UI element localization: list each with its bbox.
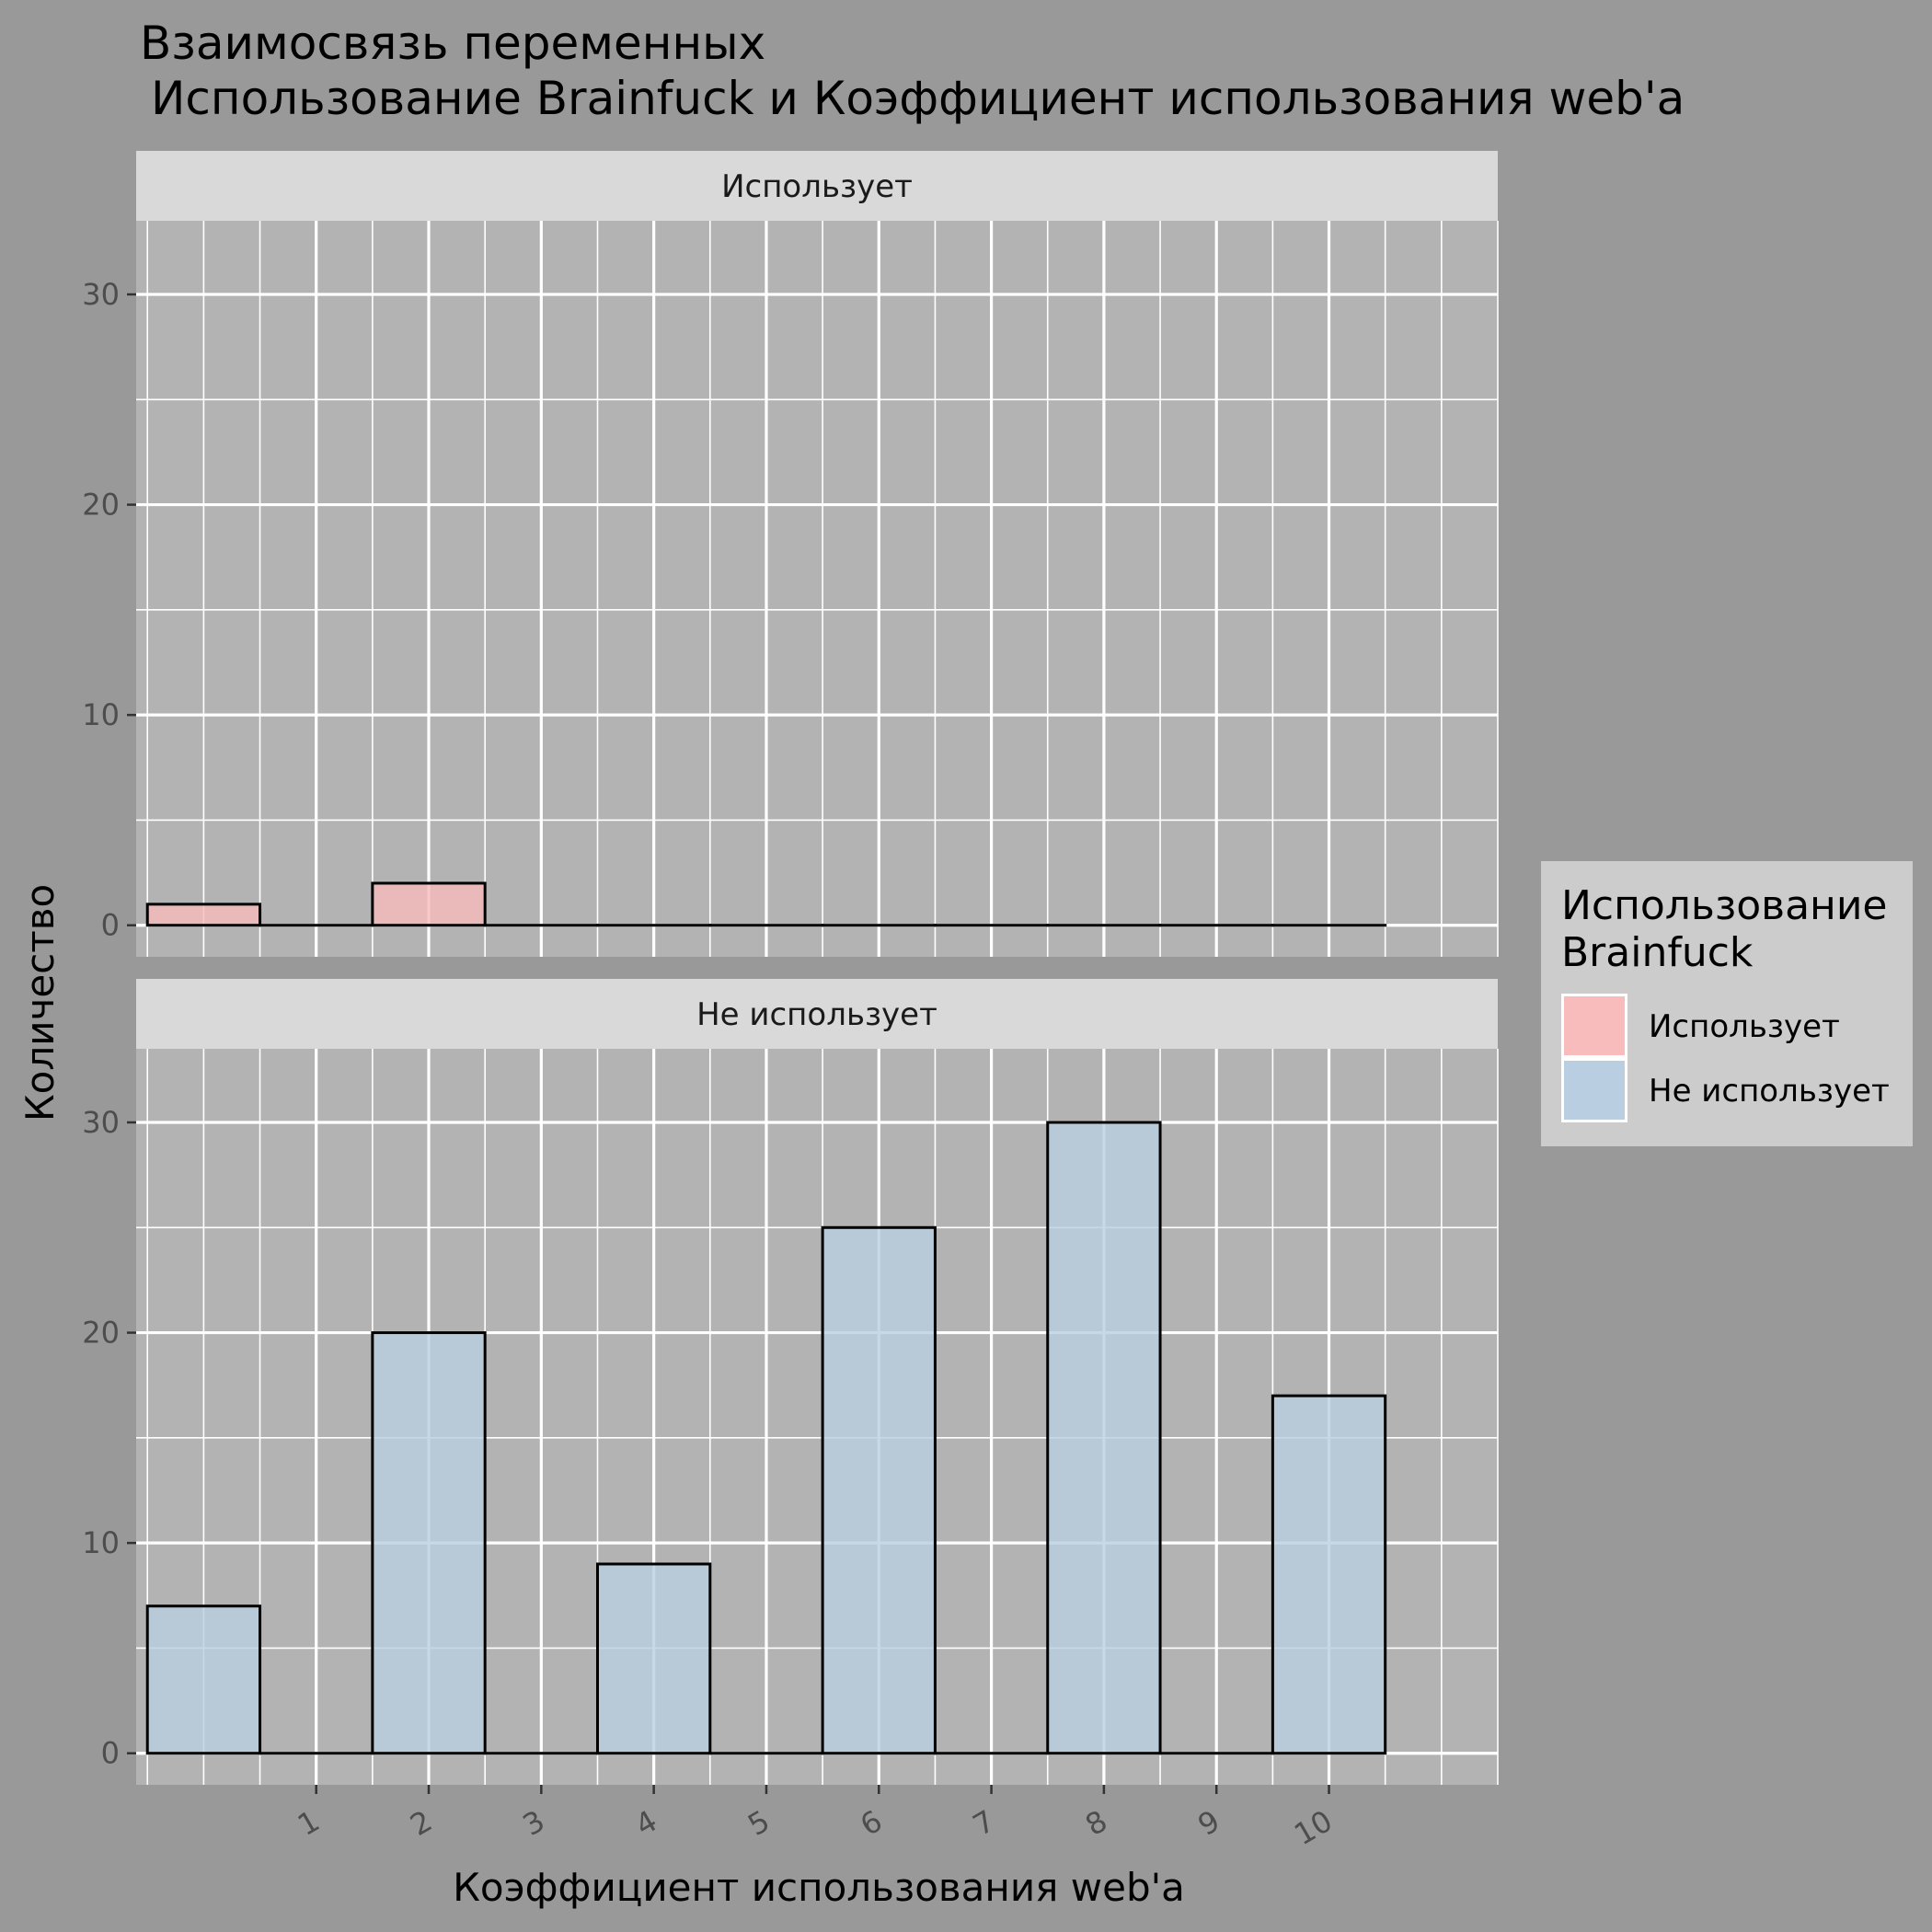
legend-title-line2: Brainfuck [1561,929,1754,976]
y-tick-label: 10 [82,1525,120,1560]
histogram-bar [371,881,487,927]
x-tick-label: 7 [967,1803,1001,1843]
histogram-bar [371,1331,487,1755]
x-axis: 1 2 3 4 5 6 7 8 9 10 [292,1785,1339,1852]
x-tick-label: 2 [404,1803,438,1843]
y-tick-label: 20 [82,488,120,523]
legend-key [1564,996,1625,1055]
y-tick-label: 0 [101,908,120,943]
x-tick-label: 9 [1192,1803,1226,1843]
x-tick-label: 5 [742,1803,776,1843]
facet-strip-label: Использует [721,168,913,205]
y-tick-label: 0 [101,1736,120,1771]
histogram-bar [1046,1121,1162,1755]
panel-background [136,221,1498,957]
legend-items: Использует Не использует [1561,994,1890,1122]
y-axis-title: Количество [17,884,63,1121]
x-axis-title: Коэффициент использования web'a [453,1865,1185,1910]
facet-panel-2: Не использует 0 10 20 30 [82,979,1499,1785]
facet-strip [136,979,1498,1049]
legend-label: Не использует [1649,1073,1890,1110]
facet-panel-1: Использует 0 10 20 30 [82,151,1499,957]
x-tick-label: 3 [517,1803,551,1843]
facet-panels: Использует 0 10 20 30 Не использует 0 10 20 30 [82,151,1499,1785]
y-tick-label: 30 [82,277,120,312]
x-tick-label: 4 [629,1803,663,1843]
chart-title-line1: Взаимосвязь переменных [140,17,765,70]
panel-background [136,1049,1498,1785]
chart-title-line2: Использование Brainfuck и Коэффициент ис… [151,72,1685,125]
histogram-bar [1271,1394,1387,1755]
y-tick-label: 10 [82,697,120,732]
legend: Использование Brainfuck Использует Не исп… [1541,861,1913,1146]
histogram-bar [821,1225,937,1755]
y-tick-label: 30 [82,1105,120,1140]
x-tick-label: 8 [1079,1803,1113,1843]
legend-key [1564,1061,1625,1120]
histogram-bar [145,1604,262,1755]
facet-strip-label: Не использует [696,996,937,1033]
histogram-bar [595,1562,712,1755]
x-tick-label: 1 [292,1803,326,1843]
legend-label: Использует [1649,1008,1840,1045]
legend-title-line1: Использование [1561,882,1888,929]
histogram-bar [145,903,262,927]
facet-strip [136,151,1498,221]
x-tick-label: 10 [1288,1803,1338,1852]
x-tick-label: 6 [855,1803,889,1843]
y-tick-label: 20 [82,1316,120,1351]
